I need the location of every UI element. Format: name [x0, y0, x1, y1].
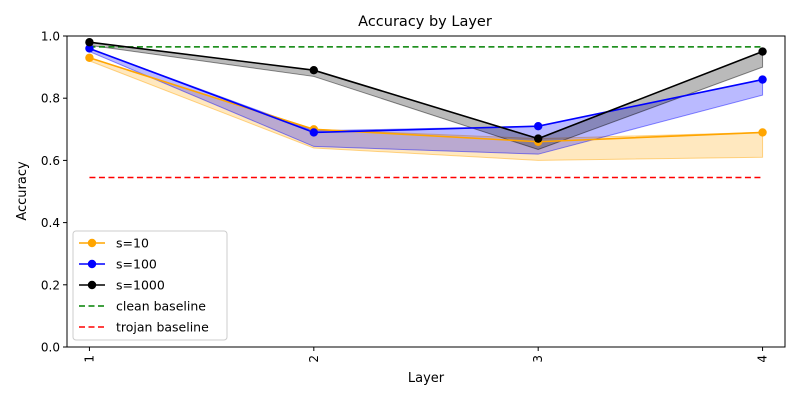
y-axis-label: Accuracy — [15, 161, 30, 221]
band-s=100 — [88, 47, 764, 155]
legend-label: s=10 — [116, 236, 149, 251]
y-tick-label: 0.6 — [41, 154, 60, 168]
x-tick-label: 2 — [307, 355, 321, 363]
legend-label: s=1000 — [116, 278, 165, 293]
point-s=1000-4 — [758, 47, 767, 56]
point-s=100-2 — [309, 128, 319, 137]
legend-label: clean baseline — [116, 299, 206, 314]
series-lines — [89, 41, 763, 143]
legend-box — [72, 230, 228, 341]
baseline-lines — [89, 46, 763, 179]
point-s=10-1 — [85, 53, 94, 62]
y-axis-ticks: 0.0 0.2 0.4 0.6 0.8 1.0 — [41, 30, 67, 355]
point-s=1000-1 — [85, 38, 94, 47]
x-tick-label: 1 — [82, 355, 96, 363]
legend-marker — [87, 259, 97, 269]
x-tick-label: 3 — [531, 355, 545, 363]
y-tick-label: 0.8 — [41, 92, 60, 106]
point-s=1000-3 — [533, 134, 543, 143]
line-s=10 — [89, 57, 763, 143]
chart-title: Accuracy by Layer — [358, 14, 492, 30]
y-tick-label: 0.2 — [41, 278, 60, 292]
legend-marker — [87, 238, 97, 248]
point-s=10-4 — [758, 128, 767, 137]
legend: s=10 s=100 s=1000 clean baseline trojan base… — [72, 230, 228, 341]
x-tick-label: 4 — [756, 355, 770, 363]
series-points — [85, 38, 767, 146]
x-axis-ticks: 1 2 3 4 — [82, 347, 770, 363]
line-s=1000 — [89, 41, 763, 140]
point-s=100-4 — [758, 75, 767, 84]
confidence-bands — [88, 41, 764, 161]
y-tick-label: 1.0 — [41, 30, 60, 44]
y-tick-label: 0.0 — [41, 341, 60, 355]
point-s=1000-2 — [309, 66, 319, 75]
legend-marker — [87, 280, 97, 290]
legend-label: trojan baseline — [116, 320, 209, 335]
line-s=100 — [89, 47, 763, 134]
plot-frame — [66, 35, 786, 348]
x-axis-label: Layer — [408, 371, 445, 386]
band-s=10 — [88, 57, 764, 161]
point-s=100-1 — [85, 44, 94, 53]
y-tick-label: 0.4 — [41, 216, 60, 230]
legend-label: s=100 — [116, 257, 157, 272]
point-s=100-3 — [533, 121, 543, 131]
